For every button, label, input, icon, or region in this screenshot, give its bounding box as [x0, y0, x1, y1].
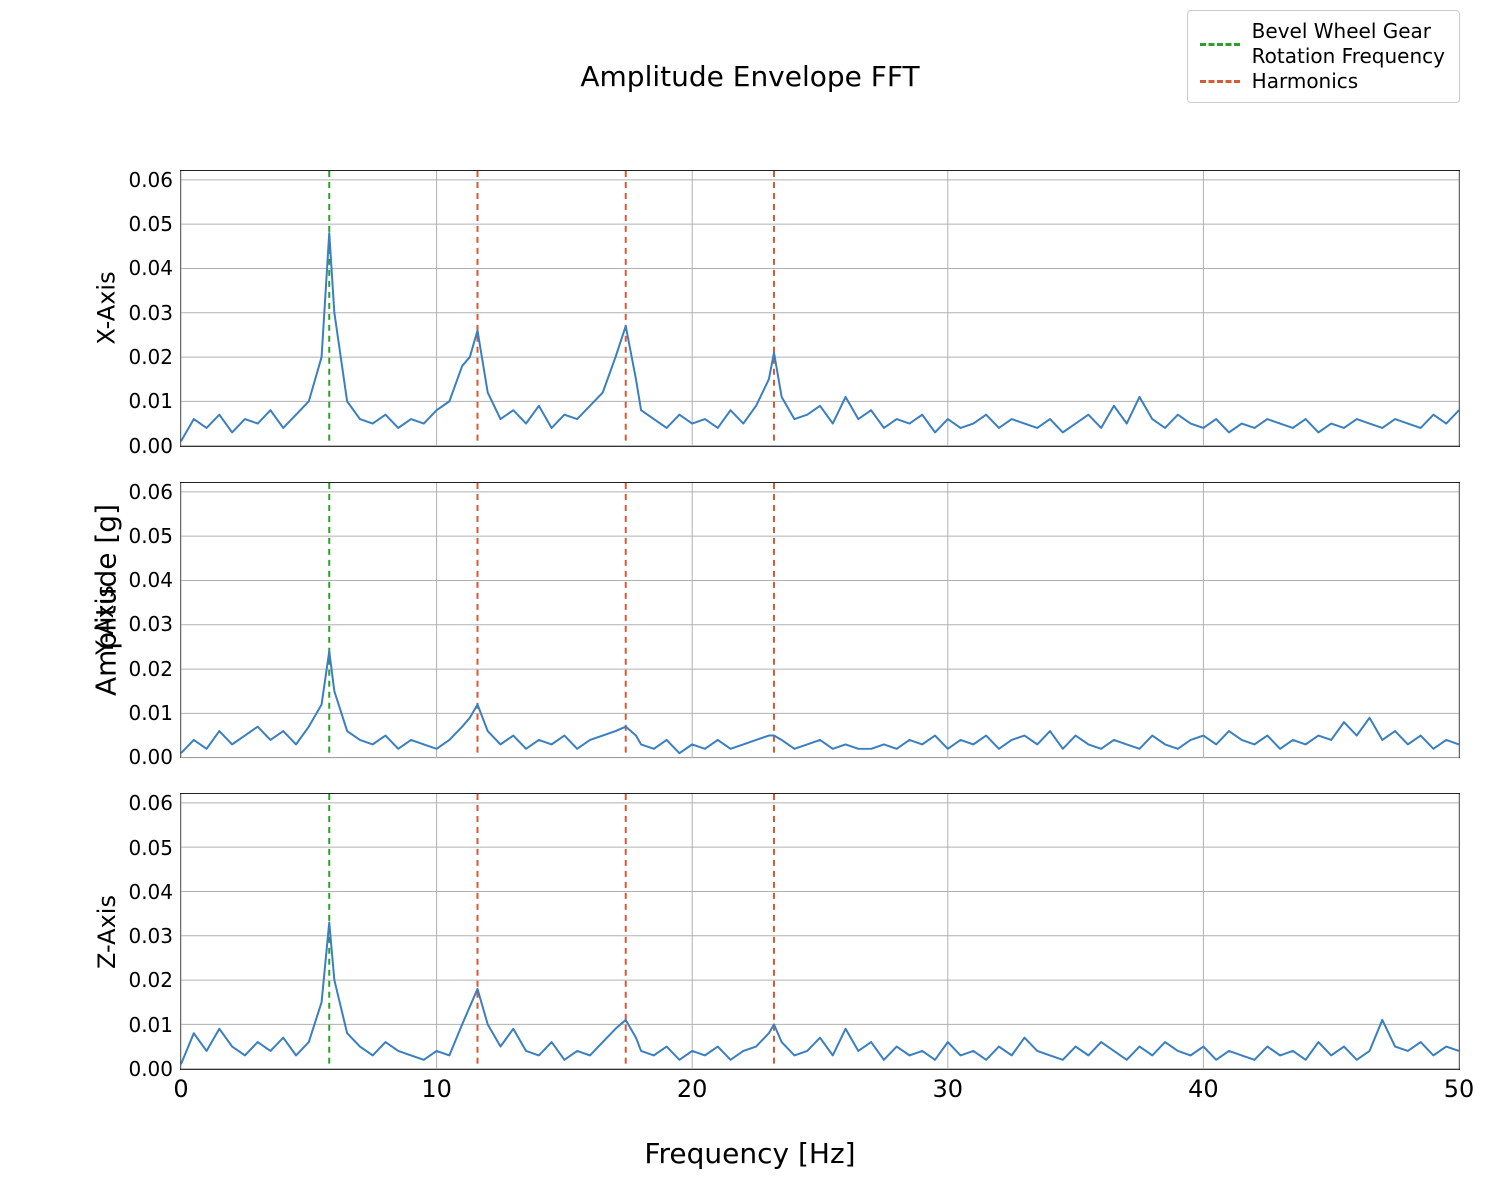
- xtick-label: 50: [1444, 1069, 1475, 1103]
- xtick-label: 20: [677, 1069, 708, 1103]
- ytick-label: 0.03: [128, 612, 181, 636]
- ytick-label: 0.03: [128, 924, 181, 948]
- legend-item-harmonics: Harmonics: [1200, 69, 1445, 94]
- ytick-label: 0.05: [128, 212, 181, 236]
- ytick-label: 0.00: [128, 434, 181, 458]
- ytick-label: 0.05: [128, 836, 181, 860]
- series-line: [181, 233, 1459, 441]
- panel-ylabel: Z-Axis: [93, 895, 121, 969]
- ytick-label: 0.06: [128, 480, 181, 504]
- ytick-label: 0.02: [128, 345, 181, 369]
- ytick-label: 0.02: [128, 968, 181, 992]
- ytick-label: 0.04: [128, 256, 181, 280]
- xtick-label: 40: [1188, 1069, 1219, 1103]
- plot-area: 0.000.010.020.030.040.050.0601020304050: [180, 793, 1460, 1070]
- plot-area: 0.000.010.020.030.040.050.06: [180, 482, 1460, 759]
- ytick-label: 0.02: [128, 657, 181, 681]
- panel-ylabel: Y-Axis: [91, 585, 119, 655]
- panel-yaxis: Y-Axis0.000.010.020.030.040.050.06: [180, 482, 1460, 759]
- ytick-label: 0.05: [128, 524, 181, 548]
- xtick-label: 30: [933, 1069, 964, 1103]
- ytick-label: 0.01: [128, 1013, 181, 1037]
- ytick-label: 0.01: [128, 701, 181, 725]
- legend-label-fundamental: Bevel Wheel Gear Rotation Frequency: [1252, 19, 1445, 69]
- ytick-label: 0.03: [128, 301, 181, 325]
- legend-item-fundamental: Bevel Wheel Gear Rotation Frequency: [1200, 19, 1445, 69]
- panel-ylabel: X-Axis: [93, 272, 121, 345]
- ytick-label: 0.06: [128, 791, 181, 815]
- plot-svg: [181, 171, 1459, 446]
- plot-svg: [181, 794, 1459, 1069]
- panels-container: X-Axis0.000.010.020.030.040.050.06 Y-Axis…: [180, 170, 1460, 1070]
- legend-label-harmonics: Harmonics: [1252, 69, 1359, 94]
- x-axis-label: Frequency [Hz]: [0, 1137, 1500, 1170]
- ytick-label: 0.06: [128, 168, 181, 192]
- xtick-label: 0: [173, 1069, 188, 1103]
- series-line: [181, 923, 1459, 1065]
- panel-zaxis: Z-Axis0.000.010.020.030.040.050.06010203…: [180, 793, 1460, 1070]
- panel-xaxis: X-Axis0.000.010.020.030.040.050.06: [180, 170, 1460, 447]
- legend-swatch-harmonics: [1200, 80, 1240, 83]
- plot-area: 0.000.010.020.030.040.050.06: [180, 170, 1460, 447]
- xtick-label: 10: [421, 1069, 452, 1103]
- figure: Amplitude Envelope FFT Bevel Wheel Gear …: [0, 0, 1500, 1200]
- ytick-label: 0.04: [128, 880, 181, 904]
- legend: Bevel Wheel Gear Rotation Frequency Harm…: [1187, 10, 1460, 103]
- legend-swatch-fundamental: [1200, 43, 1240, 46]
- ytick-label: 0.04: [128, 568, 181, 592]
- plot-svg: [181, 483, 1459, 758]
- ytick-label: 0.00: [128, 745, 181, 769]
- series-line: [181, 651, 1459, 753]
- ytick-label: 0.01: [128, 389, 181, 413]
